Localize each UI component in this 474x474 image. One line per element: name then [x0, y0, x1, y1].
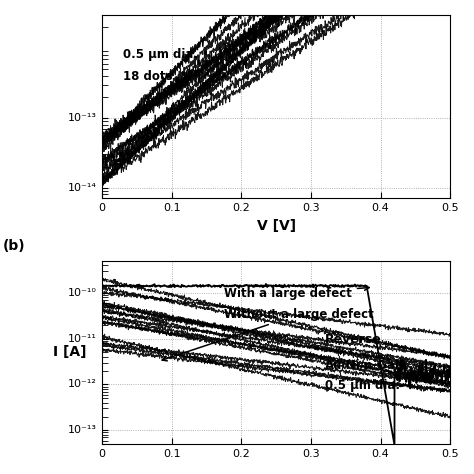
Text: 10⁻¹¹: 10⁻¹¹ [68, 334, 97, 344]
Text: 10⁻¹⁴: 10⁻¹⁴ [68, 182, 97, 192]
Text: 10⁻¹³: 10⁻¹³ [68, 425, 97, 435]
Text: Without a large defect: Without a large defect [162, 308, 374, 361]
Text: (b): (b) [2, 239, 25, 254]
X-axis label: V [V]: V [V] [256, 219, 296, 233]
Y-axis label: I [A]: I [A] [53, 346, 86, 359]
Text: 0.5 μm dia.: 0.5 μm dia. [123, 48, 198, 61]
Text: 10⁻¹⁰: 10⁻¹⁰ [68, 288, 97, 298]
Text: 10⁻¹³: 10⁻¹³ [68, 113, 97, 123]
Text: Au/Ni/n-GaN: Au/Ni/n-GaN [325, 358, 406, 372]
Text: With a large defect: With a large defect [224, 285, 369, 301]
Text: 18 dots: 18 dots [123, 70, 173, 83]
Text: 0.5 μm dia.: 0.5 μm dia. [325, 379, 400, 392]
Text: Reverse: Reverse [325, 333, 382, 346]
Text: 10⁻¹²: 10⁻¹² [68, 380, 97, 390]
